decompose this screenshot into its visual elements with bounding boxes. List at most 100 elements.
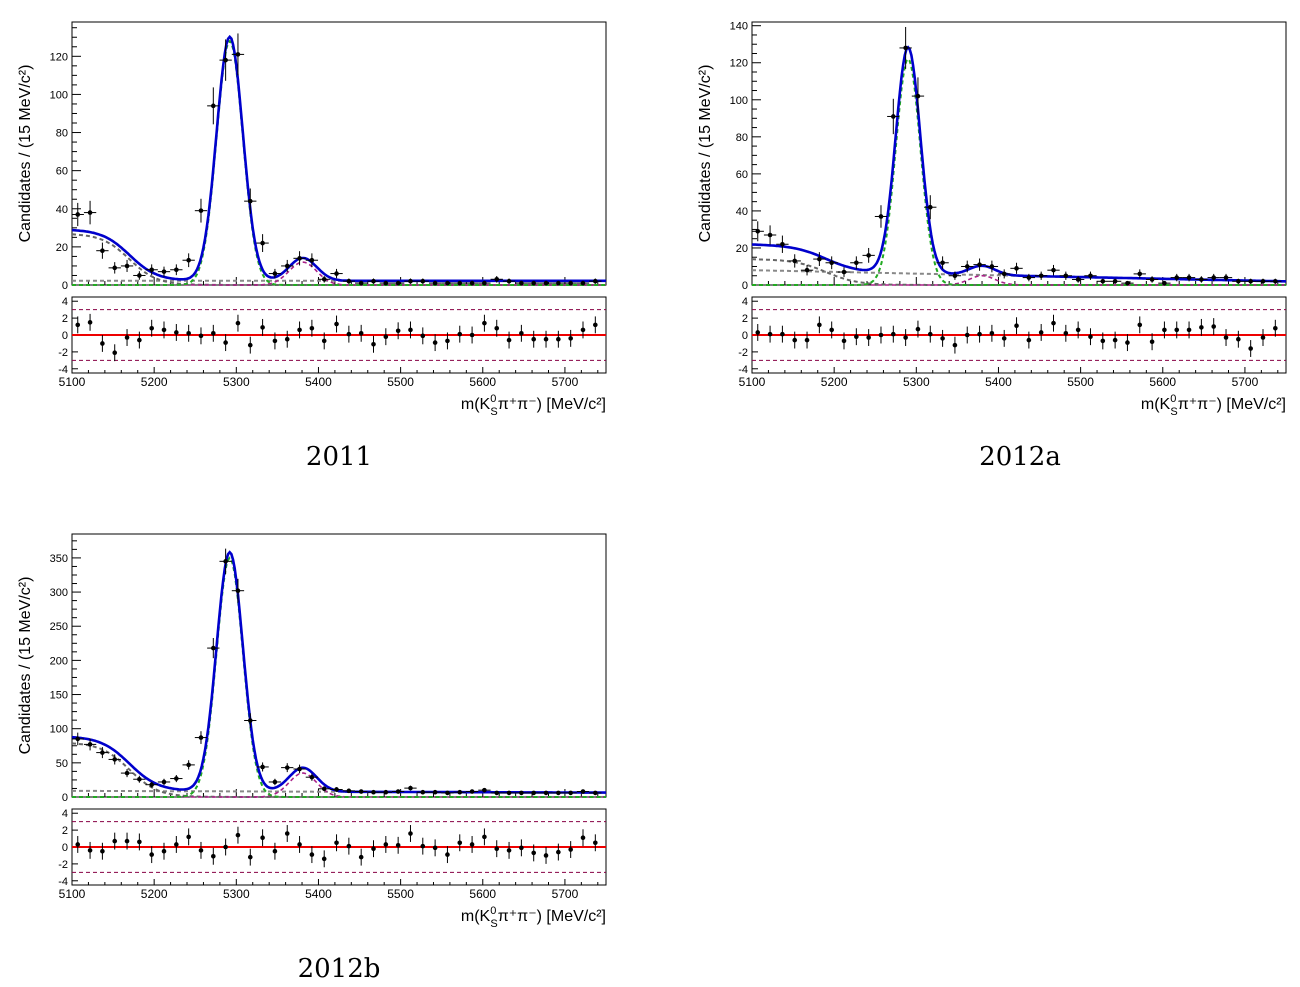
- pull-point: [841, 338, 847, 344]
- x-tick-label: 5300: [903, 375, 930, 389]
- data-point: [531, 280, 537, 286]
- data-point: [247, 718, 253, 723]
- pull-point: [989, 331, 995, 336]
- pull-point: [149, 325, 154, 331]
- data-point: [124, 770, 130, 776]
- pull-point: [866, 335, 871, 340]
- pull-point: [580, 835, 586, 841]
- pull-point: [149, 852, 154, 857]
- y-tick-label: 150: [50, 690, 68, 702]
- y-tick-label: 250: [50, 621, 68, 633]
- pull-point: [346, 331, 352, 337]
- data-point: [260, 764, 265, 770]
- pull-point: [891, 331, 896, 337]
- pull-point: [87, 848, 93, 853]
- x-tick-label: 5600: [469, 887, 496, 901]
- pull-point: [174, 842, 179, 847]
- data-point: [568, 790, 573, 796]
- data-point: [1001, 271, 1007, 277]
- data-point: [395, 280, 401, 286]
- data-point: [100, 248, 105, 253]
- data-point: [358, 280, 364, 286]
- y-tick-label: 140: [730, 21, 748, 33]
- data-point: [1063, 273, 1069, 279]
- pull-point: [346, 843, 352, 849]
- pull-point: [371, 846, 376, 851]
- data-point: [186, 257, 191, 263]
- pull-point: [432, 340, 438, 345]
- data-point: [272, 779, 278, 785]
- data-point: [321, 786, 327, 792]
- pull-point: [1211, 324, 1217, 329]
- data-point: [297, 766, 302, 772]
- data-point: [334, 787, 339, 792]
- data-point: [482, 280, 487, 286]
- x-tick-label: 5100: [59, 375, 86, 389]
- pull-point: [1063, 331, 1069, 336]
- pull-point: [593, 322, 598, 328]
- data-point: [223, 57, 228, 63]
- pull-point: [309, 325, 315, 331]
- data-point: [235, 52, 241, 57]
- pull-y-tick-label: 2: [742, 313, 748, 325]
- data-point: [841, 269, 847, 275]
- y-tick-label: 20: [56, 242, 68, 254]
- pull-point: [321, 856, 327, 862]
- data-point: [804, 267, 810, 273]
- data-point: [112, 265, 118, 271]
- data-point: [1248, 278, 1253, 284]
- data-point: [395, 789, 401, 794]
- data-point: [556, 280, 561, 286]
- x-tick-label: 5600: [469, 375, 496, 389]
- pull-point: [432, 845, 438, 851]
- pull-point: [1088, 334, 1093, 339]
- data-point: [445, 790, 450, 796]
- pull-point: [211, 331, 216, 336]
- pull-point: [1100, 338, 1106, 344]
- data-point: [1273, 278, 1278, 284]
- pull-point: [297, 842, 302, 847]
- data-point: [309, 774, 315, 780]
- data-point: [543, 790, 549, 796]
- pull-point: [395, 843, 401, 848]
- pull-point: [235, 832, 241, 838]
- caption-2011: 2011: [306, 442, 372, 472]
- data-point: [829, 260, 834, 266]
- data-point: [506, 278, 512, 284]
- pull-point: [1273, 325, 1278, 331]
- pull-point: [878, 332, 884, 338]
- data-point: [482, 787, 487, 793]
- caption-2012a: 2012a: [979, 442, 1061, 472]
- pull-point: [1199, 325, 1204, 330]
- pull-point: [817, 322, 822, 328]
- data-point: [568, 280, 573, 286]
- pull-point: [556, 849, 561, 855]
- data-point: [519, 790, 524, 796]
- data-point: [903, 45, 908, 51]
- partially-reconstructed-curve: [71, 742, 606, 798]
- pull-point: [1001, 336, 1007, 341]
- x-tick-label: 5400: [985, 375, 1012, 389]
- data-point: [284, 263, 290, 269]
- pull-point: [235, 320, 241, 326]
- pull-point: [358, 854, 364, 860]
- pull-point: [1125, 340, 1130, 345]
- pull-point: [383, 334, 389, 339]
- x-tick-label: 5500: [1067, 375, 1094, 389]
- data-point: [927, 204, 933, 210]
- pull-point: [112, 838, 118, 844]
- x-axis-title: m(K0 Sπ⁺π⁻) [MeV/c²]: [461, 393, 606, 418]
- data-point: [371, 278, 376, 284]
- pull-point: [1149, 339, 1155, 345]
- pull-point: [829, 327, 834, 333]
- data-point: [309, 257, 315, 263]
- pull-point: [1174, 327, 1180, 333]
- data-point: [1149, 277, 1155, 282]
- data-point: [198, 735, 204, 740]
- pull-point: [494, 846, 500, 851]
- pull-y-tick-label: 2: [62, 825, 68, 837]
- pull-point: [186, 834, 191, 840]
- pull-point: [1014, 323, 1019, 329]
